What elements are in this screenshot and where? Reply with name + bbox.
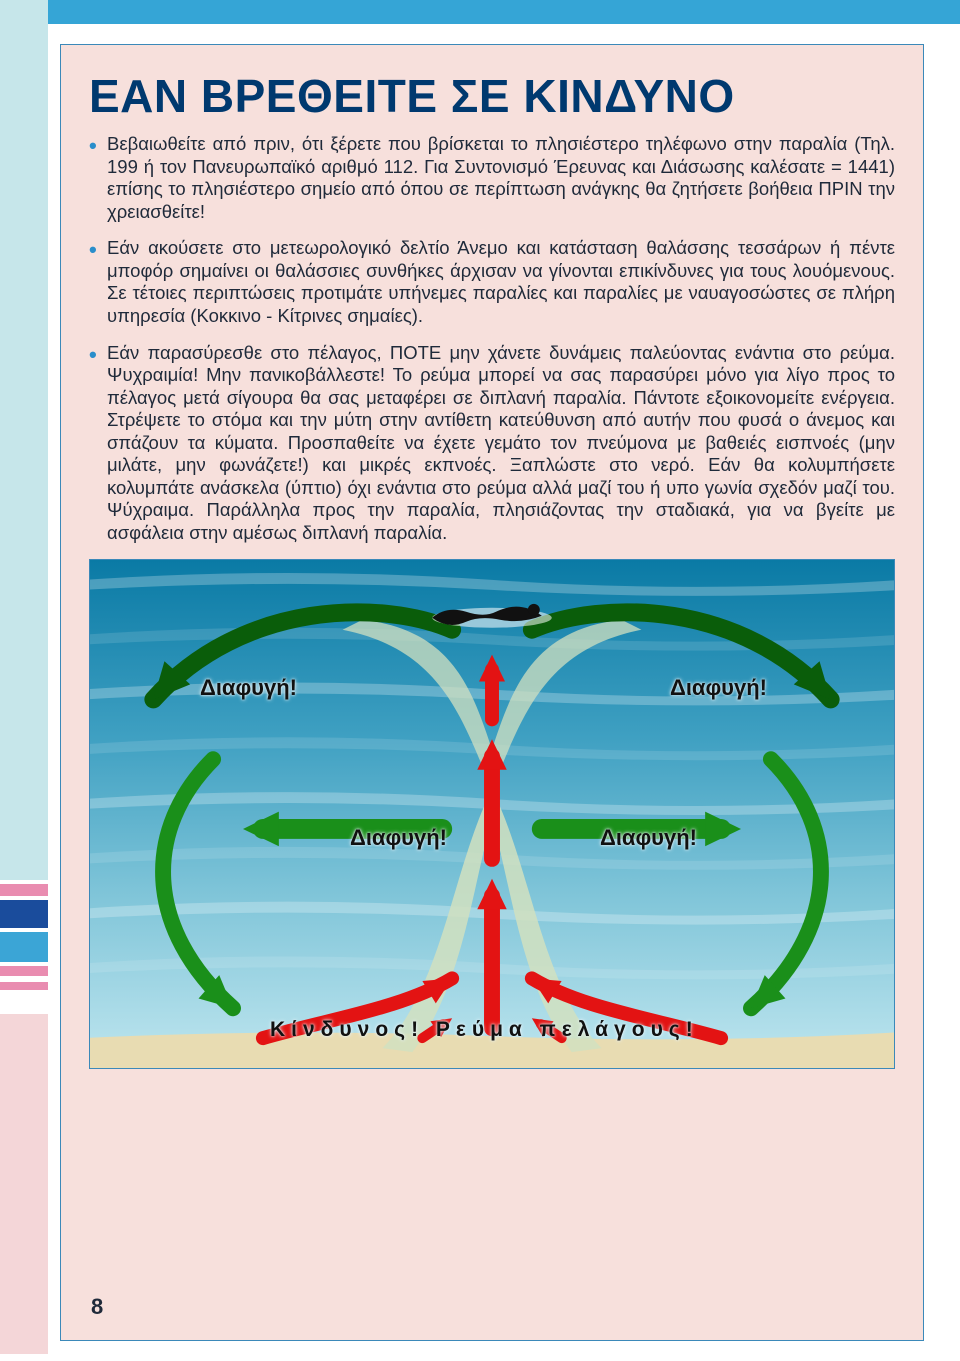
bullet-text: Εάν ακούσετε στο μετεωρολογικό δελτίο Άν… [107,237,895,327]
page-title: ΕΑΝ ΒΡΕΘΕΙΤΕ ΣΕ ΚΙΝΔΥΝΟ [89,73,895,119]
rip-current-diagram: Διαφυγή! Διαφυγή! Διαφυγή! Διαφυγή! Κίνδ… [89,559,895,1069]
left-margin-decor [0,0,48,1361]
content-panel: ΕΑΝ ΒΡΕΘΕΙΤΕ ΣΕ ΚΙΝΔΥΝΟ • Βεβαιωθείτε απ… [60,44,924,1341]
bullet-text: Εάν παρασύρεσθε στο πέλαγος, ΠΟΤΕ μην χά… [107,342,895,545]
top-bar [48,0,960,24]
bullet-dot-icon: • [89,133,107,223]
escape-label: Διαφυγή! [670,675,767,701]
escape-label: Διαφυγή! [350,825,447,851]
escape-label: Διαφυγή! [200,675,297,701]
escape-label: Διαφυγή! [600,825,697,851]
bullet-text: Βεβαιωθείτε από πριν, ότι ξέρετε που βρί… [107,133,895,223]
page: ΕΑΝ ΒΡΕΘΕΙΤΕ ΣΕ ΚΙΝΔΥΝΟ • Βεβαιωθείτε απ… [48,0,960,1361]
bullet-item: • Εάν παρασύρεσθε στο πέλαγος, ΠΟΤΕ μην … [89,342,895,545]
danger-label: Κίνδυνος! Ρεύμα πελάγους! [270,1018,699,1042]
bullet-item: • Εάν ακούσετε στο μετεωρολογικό δελτίο … [89,237,895,327]
page-number: 8 [91,1294,103,1320]
bullet-item: • Βεβαιωθείτε από πριν, ότι ξέρετε που β… [89,133,895,223]
bullet-dot-icon: • [89,237,107,327]
bullet-dot-icon: • [89,342,107,545]
